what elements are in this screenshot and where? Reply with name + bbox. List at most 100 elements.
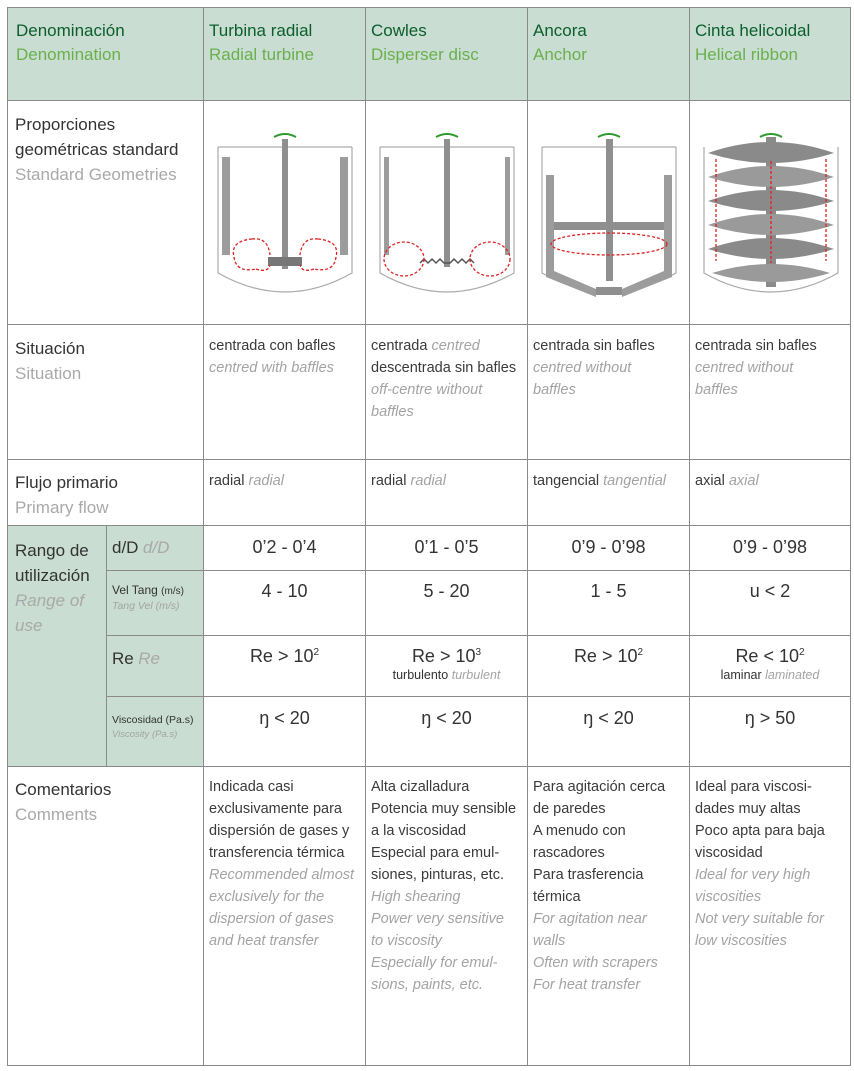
dd-value-4-text: 0’9 - 0’98 [732,537,808,557]
situation-label-es: Situación [15,339,85,358]
visc-value-1-text: ŋ < 20 [259,708,310,728]
comment-3-en-3: For heat transfer [533,977,641,993]
situation-2-es1: centrada [371,338,428,354]
re-value-4-base: Re < 10 [735,646,799,666]
comment-3-es-1: de paredes [533,801,606,817]
header-helical-ribbon: Cinta helicoidal Helical ribbon [690,8,851,101]
re-value-2-base: Re > 10 [411,646,476,666]
comment-1-en-3: and heat transfer [209,933,319,949]
situation-4-es: centrada sin bafles [695,338,817,354]
comment-3-en-1: walls [533,933,566,949]
dd-value-3: 0’9 - 0’98 [528,526,690,571]
header-col4-en: Helical ribbon [695,45,798,64]
visc-value-4-text: ŋ > 50 [744,708,796,728]
comment-2-es-2: a la viscosidad [371,823,467,839]
geometry-label-cell: Proporciones geométricas standard Standa… [8,101,204,325]
flow-4-en: axial [728,473,759,489]
comment-4-en-2: Not very suitable for [695,911,824,927]
comment-2-es-3: Especial para emul- [371,845,500,861]
range-label-en-line2: use [15,616,43,635]
dd-label-es: d/D [112,538,139,557]
comment-2-en-1: Power very sensitive [371,911,504,927]
vel-label-en-unit: (m/s) [155,600,180,612]
dd-label-en: d/D [142,538,170,557]
re-value-1: Re > 102 [204,636,366,697]
comment-1-es-2: dispersión de gases y [209,823,350,839]
flow-cell-2: radial radial [366,460,528,526]
comments-label-cell: Comentarios Comments [8,767,204,1066]
visc-value-2: ŋ < 20 [366,697,528,767]
vel-value-3: 1 - 5 [528,571,690,636]
comment-2-en-3: Especially for emul- [371,955,498,971]
re-value-2-sub-en: turbulent [451,668,501,682]
comments-cell-4: Ideal para viscosi- dades muy altas Poco… [690,767,851,1066]
helical-ribbon-diagram-cell [690,101,851,325]
visc-label-cell: Viscosidad (Pa.s) Viscosity (Pa.s) [107,697,204,767]
header-col3-en: Anchor [533,45,587,64]
dd-value-3-text: 0’9 - 0’98 [571,537,646,557]
comment-3-en-0: For agitation near [533,911,647,927]
re-value-4: Re < 102 laminar laminated [690,636,851,697]
geometry-label-en: Standard Geometries [15,165,177,184]
visc-value-4: ŋ > 50 [690,697,851,767]
comment-1-en-2: dispersion of gases [209,911,334,927]
comments-cell-2: Alta cizalladura Potencia muy sensible a… [366,767,528,1066]
flow-2-es: radial [371,473,407,489]
comment-3-es-3: rascadores [533,845,605,861]
vel-value-2: 5 - 20 [366,571,528,636]
geometry-label-line2: geométricas standard [15,140,179,159]
dd-value-2-text: 0’1 - 0’5 [414,537,479,557]
vel-value-1: 4 - 10 [204,571,366,636]
header-denomination-en: Denomination [16,45,121,64]
range-label-cell: Rango de utilización Range of use [8,526,107,767]
situation-2-en2-line2: baffles [371,404,414,420]
comment-4-es-3: viscosidad [695,845,763,861]
radial-turbine-diagram-cell [204,101,366,325]
dd-value-4: 0’9 - 0’98 [690,526,851,571]
flow-3-en: tangential [603,473,667,489]
situation-1-en: centred with baffles [209,360,334,376]
re-value-3: Re > 102 [528,636,690,697]
dd-value-1: 0’2 - 0’4 [204,526,366,571]
comment-3-en-2: Often with scrapers [533,955,658,971]
visc-label-en: Viscosity (Pa.s) [112,729,178,740]
comment-2-en-2: to viscosity [371,933,442,949]
comment-2-en-4: sions, paints, etc. [371,977,484,993]
situation-3-es: centrada sin bafles [533,338,655,354]
situation-3-en-line2: baffles [533,382,576,398]
comments-label-en: Comments [15,805,98,824]
vel-label-es-unit: (m/s) [161,586,184,597]
flow-label-es: Flujo primario [15,473,118,492]
comment-1-es-0: Indicada casi [209,779,294,795]
flow-cell-1: radial radial [204,460,366,526]
comment-3-es-5: térmica [533,889,581,905]
flow-label-cell: Flujo primario Primary flow [8,460,204,526]
re-value-1-base: Re > 10 [249,646,314,666]
agitator-table: Denominación Denomination Turbina radial… [7,7,851,1066]
situation-3-en-line1: centred without [533,360,632,376]
visc-value-1: ŋ < 20 [204,697,366,767]
range-label-line1: Rango de [15,541,89,560]
header-radial-turbine: Turbina radial Radial turbine [204,8,366,101]
vel-label-en: Tang Vel [112,600,153,612]
situation-cell-1: centrada con bafles centred with baffles [204,325,366,460]
visc-value-3-text: ŋ < 20 [583,708,634,728]
flow-cell-4: axial axial [690,460,851,526]
re-value-1-exp: 2 [313,647,320,658]
comment-2-es-1: Potencia muy sensible [371,801,517,817]
vel-label-es: Vel Tang [112,583,158,597]
header-cowles: Cowles Disperser disc [366,8,528,101]
dd-label-cell: d/D d/D [107,526,204,571]
header-anchor: Ancora Anchor [528,8,690,101]
comments-cell-1: Indicada casi exclusivamente para disper… [204,767,366,1066]
re-value-3-exp: 2 [637,647,644,658]
comment-3-es-0: Para agitación cerca [533,779,666,795]
flow-label-en: Primary flow [15,498,109,517]
cowles-disc-diagram-cell [366,101,528,325]
helical-ribbon-diagram-icon [703,133,839,293]
flow-4-es: axial [695,473,725,489]
re-label-en: Re [138,649,160,668]
flow-cell-3: tangencial tangential [528,460,690,526]
re-value-4-exp: 2 [798,647,805,658]
comment-1-es-1: exclusivamente para [209,801,342,817]
